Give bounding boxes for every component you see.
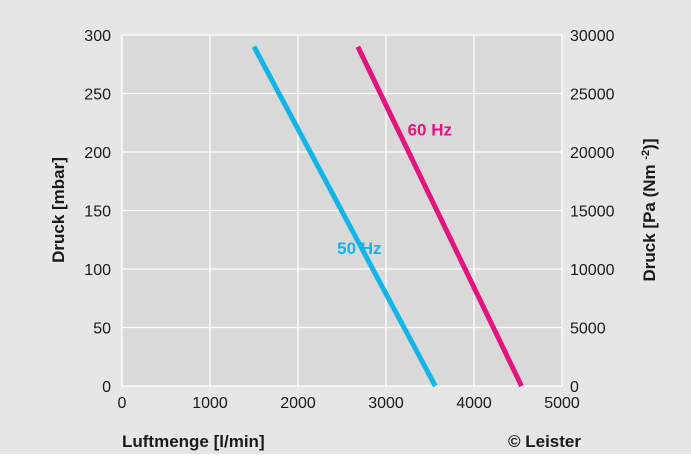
- series-lines: [251, 45, 524, 388]
- y-tick-label: 50: [93, 321, 111, 338]
- x-tick-label: 3000: [368, 395, 404, 412]
- x-tick-label: 2000: [280, 395, 316, 412]
- y2-tick-label: 30000: [570, 28, 615, 45]
- y-tick-label: 200: [84, 145, 111, 162]
- y-axis-title: Druck [mbar]: [49, 157, 68, 263]
- y-tick-label: 0: [102, 379, 111, 396]
- x-tick-label: 5000: [544, 395, 580, 412]
- y2-tick-label: 10000: [570, 262, 615, 279]
- y2-tick-label: 5000: [570, 321, 606, 338]
- y2-axis-title-end: )]: [640, 139, 659, 150]
- x-tick-label: 0: [118, 395, 127, 412]
- series-label-50-hz: 50 Hz: [337, 239, 381, 258]
- series-label-60-hz: 60 Hz: [408, 121, 452, 140]
- copyright-notice: © Leister: [508, 432, 581, 451]
- y2-axis-title-superscript: -2: [640, 150, 652, 160]
- series-labels: 50 Hz 60 Hz: [337, 121, 452, 258]
- series-line-50-hz: [251, 45, 438, 388]
- y-tick-label: 300: [84, 28, 111, 45]
- y2-tick-label: 15000: [570, 204, 615, 221]
- y-tick-label: 250: [84, 87, 111, 104]
- y2-tick-label: 0: [570, 379, 579, 396]
- y2-tick-label: 20000: [570, 145, 615, 162]
- y-tick-label: 100: [84, 262, 111, 279]
- x-tick-label: 4000: [456, 395, 492, 412]
- y-tick-label: 150: [84, 204, 111, 221]
- x-axis-title: Luftmenge [l/min]: [122, 432, 265, 451]
- series-line-60-hz: [355, 45, 524, 388]
- y2-axis-title: Druck [Pa (Nm -2)]: [640, 139, 659, 282]
- x-tick-label: 1000: [192, 395, 228, 412]
- y2-tick-label: 25000: [570, 87, 615, 104]
- y2-axis-title-main: Druck [Pa (Nm: [640, 160, 659, 282]
